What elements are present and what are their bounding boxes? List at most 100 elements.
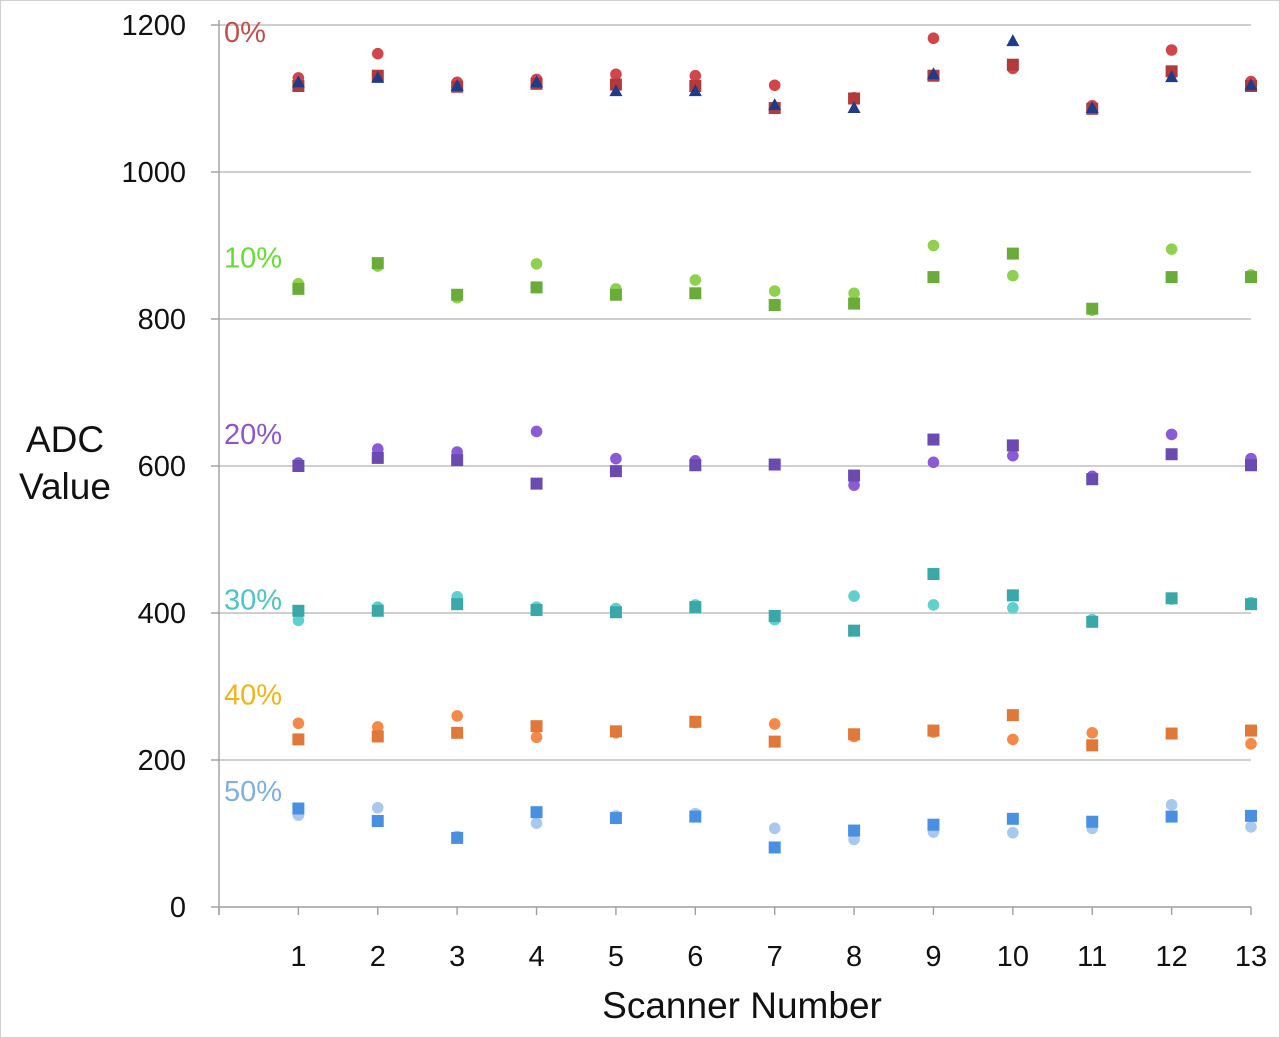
y-axis-title-line-2: Value: [19, 466, 111, 507]
point-30pct-circle-scanner-8: [848, 590, 860, 602]
group-label-30pct: 30%: [224, 584, 282, 616]
point-40pct-square-scanner-5: [609, 725, 622, 738]
y-tick-label-200: 200: [138, 745, 186, 777]
point-0pct-triangle-scanner-13: [1244, 78, 1258, 91]
point-50pct-square-scanner-5: [609, 812, 622, 825]
point-0pct-square-scanner-10: [1006, 58, 1019, 71]
x-tick-label-11: 11: [1077, 941, 1107, 973]
point-50pct-square-scanner-6: [689, 810, 702, 823]
point-50pct-square-scanner-4: [530, 806, 543, 819]
point-40pct-square-scanner-1: [292, 733, 305, 746]
point-0pct-circle-scanner-12: [1165, 44, 1178, 56]
point-10pct-square-scanner-2: [371, 257, 384, 270]
point-0pct-triangle-scanner-1: [291, 75, 305, 88]
point-20pct-circle-scanner-5: [610, 452, 622, 465]
point-50pct-square-scanner-11: [1086, 815, 1099, 828]
point-40pct-circle-scanner-11: [1086, 727, 1099, 739]
point-40pct-circle-scanner-13: [1245, 738, 1257, 750]
point-0pct-circle-scanner-5: [610, 68, 622, 81]
point-10pct-square-scanner-1: [292, 282, 305, 295]
point-50pct-square-scanner-1: [292, 802, 305, 815]
point-40pct-square-scanner-2: [371, 730, 384, 743]
group-label-0pct: 0%: [224, 17, 266, 49]
point-30pct-circle-scanner-10: [1007, 602, 1019, 614]
point-0pct-square-scanner-8: [848, 92, 861, 105]
x-tick-label-1: 1: [290, 941, 306, 973]
x-tick-label-6: 6: [687, 941, 703, 973]
point-30pct-square-scanner-8: [848, 624, 861, 637]
y-tick-label-600: 600: [138, 451, 186, 483]
point-40pct-circle-scanner-10: [1007, 733, 1019, 746]
point-50pct-square-scanner-3: [451, 831, 464, 844]
point-20pct-square-scanner-7: [768, 458, 781, 471]
point-10pct-circle-scanner-12: [1165, 243, 1178, 255]
point-30pct-square-scanner-4: [530, 604, 543, 617]
point-20pct-circle-scanner-10: [1007, 449, 1019, 462]
x-tick-label-8: 8: [846, 941, 862, 973]
point-20pct-circle-scanner-8: [848, 479, 860, 491]
point-10pct-circle-scanner-10: [1007, 269, 1019, 282]
point-40pct-square-scanner-11: [1086, 739, 1099, 752]
point-20pct-square-scanner-12: [1165, 448, 1178, 461]
point-0pct-triangle-scanner-7: [768, 98, 782, 111]
point-50pct-square-scanner-10: [1006, 812, 1019, 825]
point-0pct-circle-scanner-6: [689, 69, 702, 82]
axes: [211, 20, 1252, 915]
point-40pct-square-scanner-3: [451, 726, 464, 739]
point-30pct-square-scanner-2: [371, 604, 384, 617]
point-10pct-square-scanner-5: [609, 288, 622, 301]
y-tick-label-1000: 1000: [121, 157, 186, 189]
x-tick-label-12: 12: [1155, 941, 1187, 973]
point-0pct-triangle-scanner-12: [1165, 70, 1179, 83]
point-20pct-circle-scanner-4: [530, 425, 543, 438]
point-10pct-square-scanner-13: [1245, 271, 1257, 284]
point-50pct-circle-scanner-2: [371, 801, 384, 814]
point-10pct-circle-scanner-7: [768, 285, 781, 297]
point-50pct-square-scanner-13: [1245, 809, 1257, 822]
point-10pct-circle-scanner-8: [848, 287, 860, 300]
point-10pct-circle-scanner-6: [689, 274, 702, 286]
point-0pct-circle-scanner-9: [927, 32, 940, 45]
point-30pct-circle-scanner-9: [927, 599, 940, 611]
point-10pct-square-scanner-9: [927, 271, 940, 284]
x-tick-label-3: 3: [449, 941, 465, 973]
point-20pct-square-scanner-2: [371, 451, 384, 464]
point-30pct-square-scanner-6: [689, 601, 702, 614]
point-0pct-triangle-scanner-2: [371, 70, 385, 83]
point-20pct-square-scanner-10: [1006, 439, 1019, 452]
point-40pct-square-scanner-10: [1006, 709, 1019, 722]
point-0pct-circle-scanner-2: [371, 47, 384, 60]
y-tick-label-400: 400: [138, 598, 186, 630]
point-10pct-square-scanner-8: [848, 297, 861, 310]
point-50pct-square-scanner-7: [768, 841, 781, 854]
point-20pct-square-scanner-8: [848, 469, 861, 482]
point-10pct-square-scanner-10: [1006, 247, 1019, 260]
point-40pct-square-scanner-6: [689, 715, 702, 728]
point-0pct-triangle-scanner-4: [530, 75, 544, 88]
point-0pct-triangle-scanner-6: [688, 84, 702, 97]
point-50pct-square-scanner-2: [371, 815, 384, 828]
point-50pct-circle-scanner-13: [1245, 821, 1257, 833]
point-30pct-square-scanner-11: [1086, 615, 1099, 628]
point-40pct-square-scanner-4: [530, 720, 543, 733]
point-20pct-square-scanner-4: [530, 477, 543, 490]
point-50pct-square-scanner-9: [927, 818, 940, 831]
point-20pct-square-scanner-6: [689, 459, 702, 472]
point-40pct-circle-scanner-3: [451, 710, 463, 722]
point-20pct-circle-scanner-12: [1165, 428, 1178, 441]
point-50pct-circle-scanner-7: [768, 822, 781, 835]
x-tick-label-7: 7: [767, 941, 783, 973]
group-label-20pct: 20%: [224, 419, 282, 451]
point-40pct-square-scanner-12: [1165, 727, 1178, 740]
point-0pct-triangle-scanner-9: [926, 67, 940, 80]
point-0pct-triangle-scanner-10: [1006, 34, 1020, 47]
point-40pct-circle-scanner-2: [371, 721, 384, 733]
point-50pct-circle-scanner-10: [1007, 826, 1019, 839]
point-0pct-triangle-scanner-5: [609, 84, 623, 97]
group-label-10pct: 10%: [224, 243, 282, 275]
y-tick-label-800: 800: [138, 304, 186, 336]
point-20pct-square-scanner-9: [927, 433, 940, 446]
